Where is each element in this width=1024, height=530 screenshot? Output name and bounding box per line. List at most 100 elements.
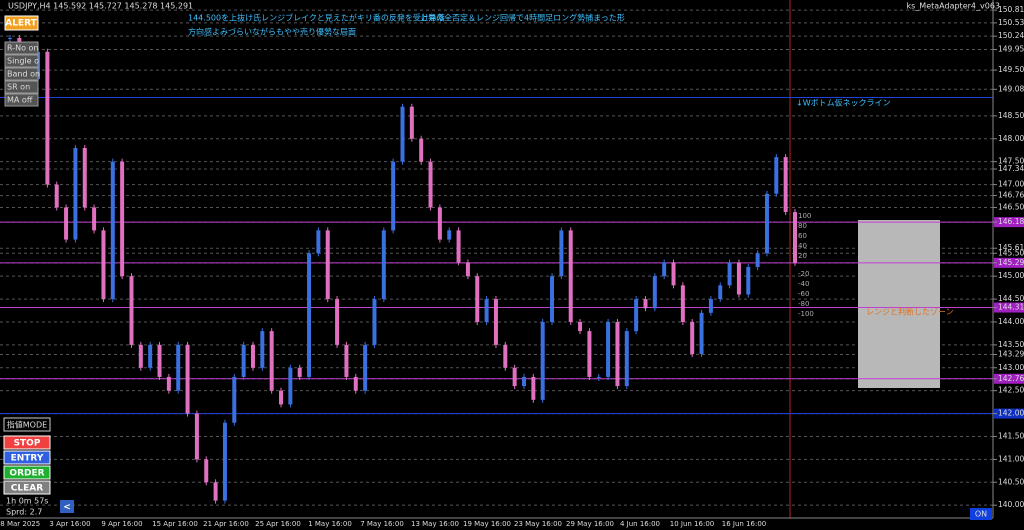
time-label: 25 Apr 16:00: [255, 520, 301, 528]
candle: [232, 376, 237, 423]
candle: [363, 344, 368, 391]
candle: [783, 157, 788, 213]
candle: [353, 376, 358, 391]
level-scale-label: -20: [798, 270, 809, 278]
toggle-label[interactable]: Band on: [7, 70, 40, 79]
candle: [419, 138, 424, 162]
candle: [540, 321, 545, 400]
price-label: 141.500: [998, 431, 1024, 440]
order-label[interactable]: STOP: [14, 439, 41, 449]
candle: [774, 157, 779, 194]
price-label: 140.500: [998, 477, 1024, 486]
order-button[interactable]: [3, 435, 51, 450]
candle: [120, 161, 125, 277]
level-scale-label: 20: [798, 252, 807, 260]
order-label[interactable]: ENTRY: [11, 454, 44, 464]
toggle-button[interactable]: [4, 80, 39, 94]
candle: [325, 230, 330, 300]
candle: [503, 344, 508, 368]
candle: [110, 161, 115, 300]
level-scale-label: -60: [798, 290, 809, 298]
candle: [101, 230, 106, 300]
toggle-button[interactable]: [4, 41, 39, 55]
order-button[interactable]: [3, 480, 51, 495]
price-label: 145.610: [998, 243, 1024, 252]
candle: [606, 321, 611, 377]
price-label: 142.500: [998, 386, 1024, 395]
annotation: レンジと判断したゾーン: [866, 307, 954, 317]
order-button[interactable]: [3, 450, 51, 465]
toggle-button[interactable]: [4, 67, 39, 81]
toggle-button[interactable]: [4, 93, 39, 107]
collapse-button[interactable]: [60, 500, 74, 513]
on-label[interactable]: ON: [975, 510, 987, 519]
mode-label[interactable]: 指値MODE: [7, 420, 47, 430]
mode-button[interactable]: [3, 417, 51, 432]
level-scale-label: -100: [798, 310, 814, 318]
time-label: 7 May 16:00: [360, 520, 404, 528]
toggle-button[interactable]: [4, 54, 39, 68]
candle: [708, 299, 713, 313]
candle: [8, 38, 12, 40]
candle: [624, 331, 629, 387]
candle: [680, 285, 685, 322]
order-button[interactable]: [3, 465, 51, 480]
candle: [475, 276, 480, 322]
price-label: 147.340: [998, 164, 1024, 173]
annotation: 144.500を上抜け氏レンジブレイクと見えたがキリ番の反発を受け急落: [188, 13, 445, 23]
time-label: 23 May 16:00: [514, 520, 562, 528]
candle: [578, 321, 583, 332]
candle: [409, 106, 414, 139]
price-label: 149.950: [998, 44, 1024, 53]
candle: [176, 344, 181, 391]
level-scale-label: 40: [798, 242, 807, 250]
price-label: 146.180: [998, 217, 1024, 226]
toggle-label[interactable]: SR on: [7, 83, 30, 92]
candle: [250, 344, 255, 368]
candle: [372, 299, 377, 345]
alert-label[interactable]: ALERT: [5, 19, 37, 29]
price-label: 143.000: [998, 363, 1024, 372]
time-label: 4 Jun 16:00: [620, 520, 660, 528]
order-label[interactable]: ORDER: [9, 469, 44, 479]
price-label: 148.500: [998, 111, 1024, 120]
candle: [568, 230, 573, 322]
price-label: 149.080: [998, 84, 1024, 93]
candle: [400, 106, 405, 162]
toggle-label[interactable]: R-No on: [7, 44, 39, 53]
toggle-label[interactable]: Single o: [7, 57, 39, 66]
candle: [447, 230, 452, 240]
candle: [185, 344, 190, 414]
candle: [241, 344, 246, 377]
candle: [148, 344, 153, 368]
level-scale-label: 80: [798, 222, 807, 230]
candle: [45, 51, 50, 185]
candle: [344, 344, 349, 377]
collapse-label[interactable]: <: [63, 503, 71, 513]
price-label: 145.500: [998, 248, 1024, 257]
time-label: 1 May 16:00: [308, 520, 352, 528]
level-scale-label: -40: [798, 280, 809, 288]
price-label: 146.760: [998, 191, 1024, 200]
candle: [531, 376, 536, 400]
price-label: 147.000: [998, 180, 1024, 189]
candle: [662, 262, 667, 277]
toggle-label[interactable]: MA off: [7, 96, 33, 105]
spread: Sprd: 2.7: [6, 508, 42, 517]
time-label: 3 Apr 16:00: [49, 520, 90, 528]
timer: 1h 0m 57s: [6, 497, 48, 506]
time-label: 28 Mar 2025: [0, 520, 40, 528]
price-label: 143.290: [998, 349, 1024, 358]
price-label: 142.000: [998, 409, 1024, 418]
candle: [793, 212, 797, 263]
price-label: 145.291: [998, 258, 1024, 267]
on-button[interactable]: [970, 508, 992, 520]
time-label: 16 Jun 16:00: [722, 520, 766, 528]
candle: [64, 207, 69, 240]
candle: [269, 331, 274, 391]
alert-button[interactable]: [4, 15, 39, 31]
price-highlight: [994, 217, 1024, 228]
order-label[interactable]: CLEAR: [11, 484, 43, 494]
candle: [746, 267, 751, 295]
